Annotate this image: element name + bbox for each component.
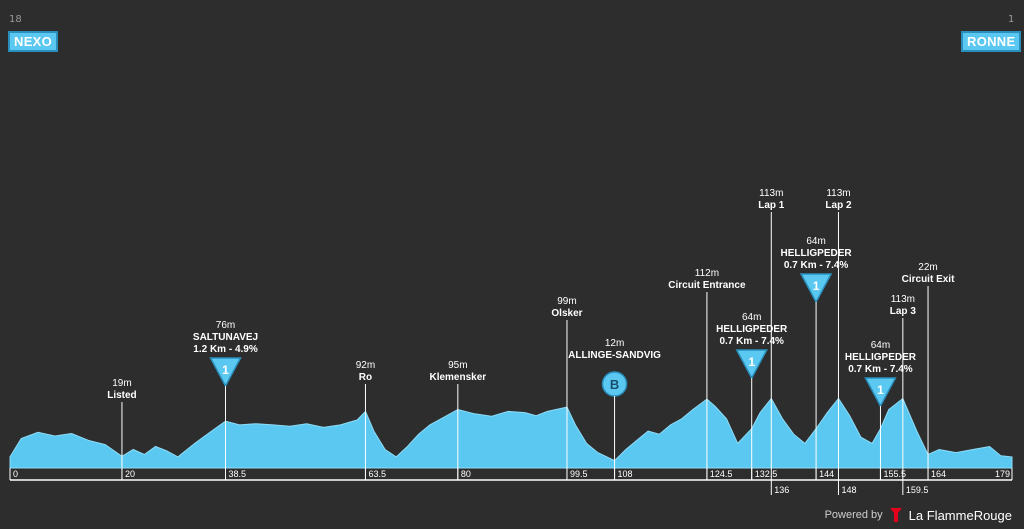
climb-elevation: 64m <box>871 340 890 351</box>
distance-tick-label: 63.5 <box>368 469 386 479</box>
distance-tick-below-label: 148 <box>841 485 856 495</box>
waypoint-elevation: 99m <box>557 296 576 307</box>
profile-area <box>9 397 1013 469</box>
waypoint-name: Lap 2 <box>825 200 852 211</box>
climb-detail: 0.7 Km - 7.4% <box>848 364 913 375</box>
waypoint-elevation: 19m <box>112 378 131 389</box>
climb-name: HELLIGPEDER <box>845 352 917 363</box>
sprint-elevation: 12m <box>605 338 624 349</box>
waypoint-name: Lap 3 <box>890 306 917 317</box>
distance-tick-label: 179 <box>995 469 1010 479</box>
distance-tick-label: 124.5 <box>710 469 733 479</box>
kom-triangle-icon <box>209 357 242 388</box>
climb-category: 1 <box>748 355 755 369</box>
waypoint-elevation: 95m <box>448 360 467 371</box>
kom-triangle-icon <box>735 349 768 380</box>
waypoint-elevation: 113m <box>759 188 783 199</box>
kom-triangle-icon <box>799 273 833 304</box>
climb-name: HELLIGPEDER <box>716 324 788 335</box>
finish-town-number: 1 <box>1008 14 1015 25</box>
climb-elevation: 76m <box>216 320 235 331</box>
waypoint-elevation: 92m <box>356 360 375 371</box>
climb-name: SALTUNAVEJ <box>193 332 258 343</box>
climb-name: HELLIGPEDER <box>781 248 853 259</box>
climb-category: 1 <box>222 363 229 377</box>
distance-tick-label: 144 <box>819 469 834 479</box>
climb-elevation: 64m <box>742 312 761 323</box>
climb-detail: 1.2 Km - 4.9% <box>193 344 258 355</box>
waypoint-name: Olsker <box>551 308 582 319</box>
distance-tick-label: 20 <box>125 469 135 479</box>
waypoint-name: Ro <box>359 372 372 383</box>
powered-by-label: Powered by <box>824 509 883 521</box>
waypoint-name: Klemensker <box>429 372 486 383</box>
distance-tick-label: 108 <box>618 469 633 479</box>
distance-tick-label: 99.5 <box>570 469 588 479</box>
finish-town-label: RONNE <box>961 31 1022 52</box>
brand-label: La FlammeRouge <box>908 507 1012 523</box>
start-town-label: NEXO <box>8 31 59 52</box>
waypoint-elevation: 113m <box>891 294 915 305</box>
sprint-symbol: B <box>610 377 619 392</box>
waypoint-name: Circuit Entrance <box>668 280 746 291</box>
waypoint-name: Listed <box>107 390 136 401</box>
climb-elevation: 64m <box>806 236 825 247</box>
distance-tick-below-label: 159.5 <box>906 485 929 495</box>
sprint-name: ALLINGE-SANDVIG <box>568 350 661 361</box>
waypoint-elevation: 112m <box>695 268 719 279</box>
waypoint-elevation: 22m <box>918 262 937 273</box>
distance-tick-label: 164 <box>931 469 946 479</box>
climb-detail: 0.7 Km - 7.4% <box>719 336 784 347</box>
climb-category: 1 <box>877 383 884 397</box>
start-town-number: 18 <box>9 14 22 25</box>
climb-detail: 0.7 Km - 7.4% <box>784 260 849 271</box>
waypoint-name: Circuit Exit <box>902 274 955 285</box>
waypoint-name: Lap 1 <box>758 200 785 211</box>
waypoint-elevation: 113m <box>826 188 850 199</box>
distance-tick-label: 0 <box>13 469 18 479</box>
distance-tick-label: 80 <box>461 469 471 479</box>
flamme-rouge-logo-icon <box>889 508 902 522</box>
climb-category: 1 <box>813 279 820 293</box>
distance-tick-label: 38.5 <box>229 469 247 479</box>
footer-attribution: Powered by La FlammeRouge <box>825 507 1012 523</box>
distance-tick-label: 132.5 <box>755 469 778 479</box>
kom-triangle-icon <box>864 377 897 408</box>
distance-tick-label: 155.5 <box>883 469 906 479</box>
distance-tick-below-label: 136 <box>774 485 789 495</box>
